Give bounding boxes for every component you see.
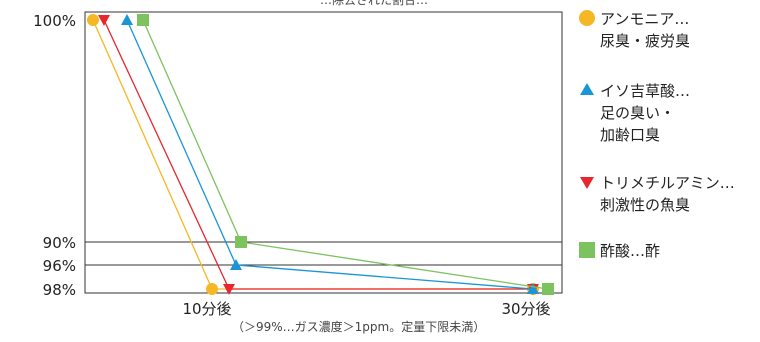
legend-label: イソ吉草酸… 足の臭い・ 加齢口臭: [600, 82, 691, 144]
data-point: [230, 259, 242, 270]
y-tick-label: 98%: [43, 281, 76, 299]
footnote: （＞99%…ガス濃度＞1ppm。定量下限未満）: [232, 320, 486, 334]
legend-marker-circle-icon: [578, 9, 596, 27]
y-tick-label: 100%: [33, 12, 76, 30]
x-tick-label: 30分後: [501, 300, 550, 318]
data-point: [137, 14, 149, 26]
data-point: [527, 283, 539, 294]
data-point: [121, 14, 133, 25]
plot-frame: [84, 11, 563, 294]
series-line: [126, 19, 534, 290]
x-tick-label: 10分後: [182, 300, 231, 318]
legend-label: トリメチルアミン… 刺激性の魚臭: [600, 174, 735, 214]
legend-item: 酢酸…酢: [578, 240, 660, 262]
data-point: [87, 14, 99, 26]
data-point: [542, 283, 554, 295]
legend-label: アンモニア… 尿臭・疲労臭: [600, 10, 691, 50]
series-line: [142, 19, 549, 290]
data-point: [235, 236, 247, 248]
data-point: [98, 15, 110, 26]
y-tick-label: 90%: [43, 234, 76, 252]
series-line: [103, 19, 533, 290]
legend-marker-square-icon: [578, 241, 596, 259]
data-point: [223, 284, 235, 295]
top-caption: …除去された割合…: [320, 0, 429, 7]
legend-item: アンモニア… 尿臭・疲労臭: [578, 8, 690, 52]
legend-label: 酢酸…酢: [600, 242, 661, 260]
legend-item: トリメチルアミン… 刺激性の魚臭: [578, 172, 735, 216]
data-point: [206, 283, 218, 295]
y-tick-label: 96%: [43, 257, 76, 275]
series-line: [92, 19, 533, 290]
legend-marker-triangle-down-icon: [578, 173, 596, 191]
legend-item: イソ吉草酸… 足の臭い・ 加齢口臭: [578, 80, 690, 146]
legend-marker-triangle-up-icon: [578, 81, 596, 99]
